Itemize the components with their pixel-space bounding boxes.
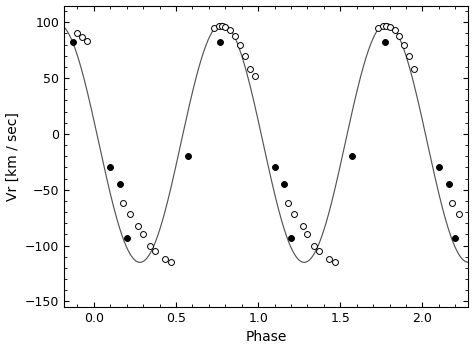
Point: [284, 201, 292, 206]
Point: [69, 40, 76, 45]
Point: [107, 164, 114, 170]
Point: [73, 31, 81, 36]
Point: [304, 232, 311, 237]
Point: [120, 201, 128, 206]
Point: [325, 256, 333, 262]
Point: [237, 42, 244, 48]
Point: [448, 201, 456, 206]
Point: [167, 260, 175, 265]
Point: [135, 223, 142, 228]
Point: [386, 24, 393, 29]
Point: [315, 248, 323, 254]
Point: [246, 66, 254, 72]
Point: [287, 235, 295, 240]
Point: [151, 248, 158, 254]
Point: [410, 66, 418, 72]
Point: [126, 211, 134, 217]
Point: [271, 164, 278, 170]
Point: [406, 53, 413, 58]
Point: [217, 40, 224, 45]
Point: [435, 164, 443, 170]
Point: [251, 73, 259, 79]
Point: [184, 154, 191, 159]
Point: [123, 235, 130, 240]
Point: [117, 181, 124, 187]
X-axis label: Phase: Phase: [246, 330, 287, 344]
Point: [299, 223, 306, 228]
Point: [291, 211, 298, 217]
Point: [231, 33, 239, 38]
Point: [218, 23, 226, 28]
Point: [79, 34, 86, 40]
Point: [310, 243, 318, 248]
Point: [281, 181, 288, 187]
Point: [396, 33, 403, 38]
Point: [455, 211, 462, 217]
Point: [146, 243, 154, 248]
Point: [445, 181, 453, 187]
Point: [210, 25, 218, 31]
Point: [221, 24, 229, 29]
Point: [332, 260, 339, 265]
Point: [401, 42, 408, 48]
Point: [161, 256, 168, 262]
Point: [391, 27, 398, 33]
Point: [383, 23, 390, 28]
Point: [139, 232, 147, 237]
Point: [348, 154, 356, 159]
Point: [381, 40, 389, 45]
Point: [374, 25, 382, 31]
Point: [452, 235, 459, 240]
Point: [215, 23, 223, 28]
Y-axis label: Vr [km / sec]: Vr [km / sec]: [6, 112, 19, 201]
Point: [379, 23, 387, 28]
Point: [241, 53, 249, 58]
Point: [83, 38, 91, 44]
Point: [227, 27, 234, 33]
